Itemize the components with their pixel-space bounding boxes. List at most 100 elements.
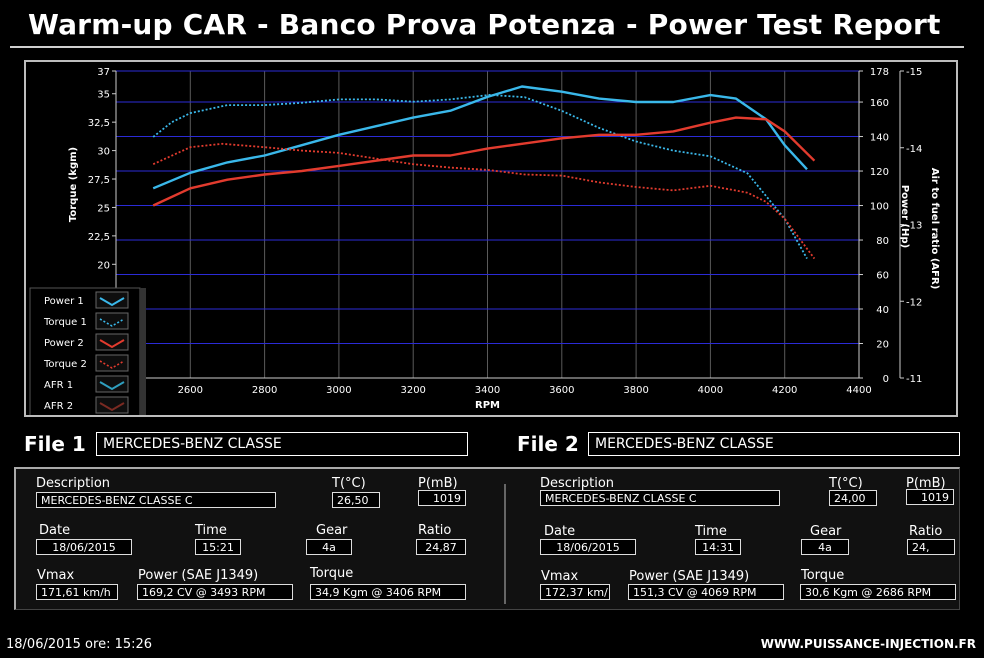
date-field[interactable]: 18/06/2015 [36, 539, 132, 555]
torque-tick-label: 37 [97, 67, 110, 78]
description-label-2: Description [540, 476, 615, 491]
description-field[interactable]: MERCEDES-BENZ CLASSE C [36, 492, 276, 508]
power-field[interactable]: 169,2 CV @ 3493 RPM [137, 584, 293, 600]
power-tick-label: 20 [876, 340, 889, 351]
date-field-2[interactable]: 18/06/2015 [540, 539, 636, 555]
series-line-power-2 [152, 116, 816, 207]
legend-swatch [95, 396, 129, 414]
ratio-label: Ratio [418, 523, 452, 538]
legend-marker [99, 402, 125, 412]
power-tick-label: 178 [870, 67, 889, 78]
legend-label: AFR 1 [44, 380, 73, 391]
power-label: Power (SAE J1349) [138, 568, 259, 583]
gear-field-2[interactable]: 4a [801, 539, 849, 555]
pressure-label-2: P(mB) [906, 476, 946, 491]
gear-field[interactable]: 4a [306, 539, 352, 555]
legend-swatch [95, 333, 129, 351]
torque-tick-label: 30 [97, 147, 110, 158]
power-torque-chart: 2600 2800 3000 3200 3400 3600 3800 4000 4200 4400… [29, 67, 940, 415]
legend-label: AFR 2 [44, 401, 73, 412]
file1-label: File 1 [24, 432, 86, 456]
time-field[interactable]: 15:21 [195, 539, 241, 555]
power-tick-label: 120 [870, 167, 889, 178]
ratio-field-2[interactable]: 24, [907, 539, 955, 555]
time-label: Time [195, 523, 227, 538]
legend-label: Power 2 [44, 338, 84, 349]
torque-field[interactable]: 34,9 Kgm @ 3406 RPM [310, 584, 466, 600]
torque-tick-label: 25 [97, 203, 110, 214]
x-tick-label: 3400 [475, 385, 500, 396]
power-label-2: Power (SAE J1349) [629, 569, 750, 584]
vmax-label: Vmax [37, 568, 75, 583]
temperature-field-2[interactable]: 24,00 [829, 490, 877, 506]
legend-swatch [95, 312, 129, 330]
series-line-torque-1 [152, 94, 808, 260]
torque-tick-label: 20 [97, 260, 110, 271]
x-tick-label: 4400 [846, 385, 871, 396]
website-link[interactable]: WWW.PUISSANCE-INJECTION.FR [760, 637, 976, 651]
time-field-2[interactable]: 14:31 [695, 539, 741, 555]
torque-tick-label: 32,5 [88, 118, 110, 129]
legend-label: Torque 1 [43, 317, 87, 328]
afr-tick-label: -13 [906, 221, 922, 232]
power-tick-label: 140 [870, 133, 889, 144]
date-label: Date [39, 523, 71, 538]
legend-swatch [95, 291, 129, 309]
legend-label: Torque 2 [43, 359, 87, 370]
pressure-field-2[interactable]: 1019 [906, 489, 954, 505]
vmax-label-2: Vmax [541, 569, 579, 584]
torque-label-2: Torque [801, 568, 845, 583]
x-tick-label: 3000 [326, 385, 351, 396]
legend-marker [99, 297, 125, 307]
series-line-power-1 [152, 85, 808, 190]
legend-scrollbar [140, 288, 146, 415]
ratio-field[interactable]: 24,87 [416, 539, 466, 555]
legend-box [29, 287, 141, 415]
vmax-field[interactable]: 171,61 km/h [36, 584, 118, 600]
torque-tick-label: 35 [97, 90, 110, 101]
legend-label: Power 1 [44, 296, 84, 307]
power-tick-label: 80 [876, 236, 889, 247]
legend-marker [99, 381, 125, 391]
date-label-2: Date [544, 524, 576, 539]
legend-marker [99, 339, 125, 349]
gear-label: Gear [316, 523, 348, 538]
x-tick-label: 3600 [549, 385, 574, 396]
report-title: Warm-up CAR - Banco Prova Potenza - Powe… [28, 8, 941, 41]
ratio-label-2: Ratio [909, 524, 943, 539]
file2-name-field[interactable]: MERCEDES-BENZ CLASSE [588, 432, 960, 456]
temperature-label: T(°C) [332, 476, 366, 491]
x-tick-label: 3200 [400, 385, 425, 396]
vmax-field-2[interactable]: 172,37 km/ [540, 584, 610, 600]
power-axis-title: Power (Hp) [899, 185, 910, 248]
legend-swatch [95, 354, 129, 372]
afr-tick-label: -14 [906, 144, 922, 155]
pressure-label: P(mB) [418, 476, 458, 491]
temperature-field[interactable]: 26,50 [332, 492, 380, 508]
series-line-torque-2 [152, 142, 816, 260]
torque-tick-label: 27,5 [88, 175, 110, 186]
afr-axis-title: Air to fuel ratio (AFR) [929, 168, 940, 290]
x-tick-label: 2800 [252, 385, 277, 396]
x-tick-label: 4200 [772, 385, 797, 396]
torque-label: Torque [310, 566, 354, 581]
file1-name-field[interactable]: MERCEDES-BENZ CLASSE [96, 432, 468, 456]
x-axis-title: RPM [475, 400, 500, 411]
pressure-field[interactable]: 1019 [418, 490, 466, 506]
title-divider [10, 46, 964, 48]
description-field-2[interactable]: MERCEDES-BENZ CLASSE C [540, 490, 780, 506]
temperature-label-2: T(°C) [829, 476, 863, 491]
x-tick-label: 2600 [178, 385, 203, 396]
description-label: Description [36, 476, 111, 491]
gear-label-2: Gear [810, 524, 842, 539]
torque-axis-title: Torque (kgm) [68, 147, 79, 222]
power-tick-label: 40 [876, 305, 889, 316]
power-tick-label: 60 [876, 271, 889, 282]
torque-field-2[interactable]: 30,6 Kgm @ 2686 RPM [800, 584, 956, 600]
afr-tick-label: -12 [906, 297, 922, 308]
power-field-2[interactable]: 151,3 CV @ 4069 RPM [628, 584, 784, 600]
panel-divider [504, 484, 506, 604]
legend-marker [99, 360, 125, 369]
file2-label: File 2 [517, 432, 579, 456]
legend-swatch [95, 375, 129, 393]
